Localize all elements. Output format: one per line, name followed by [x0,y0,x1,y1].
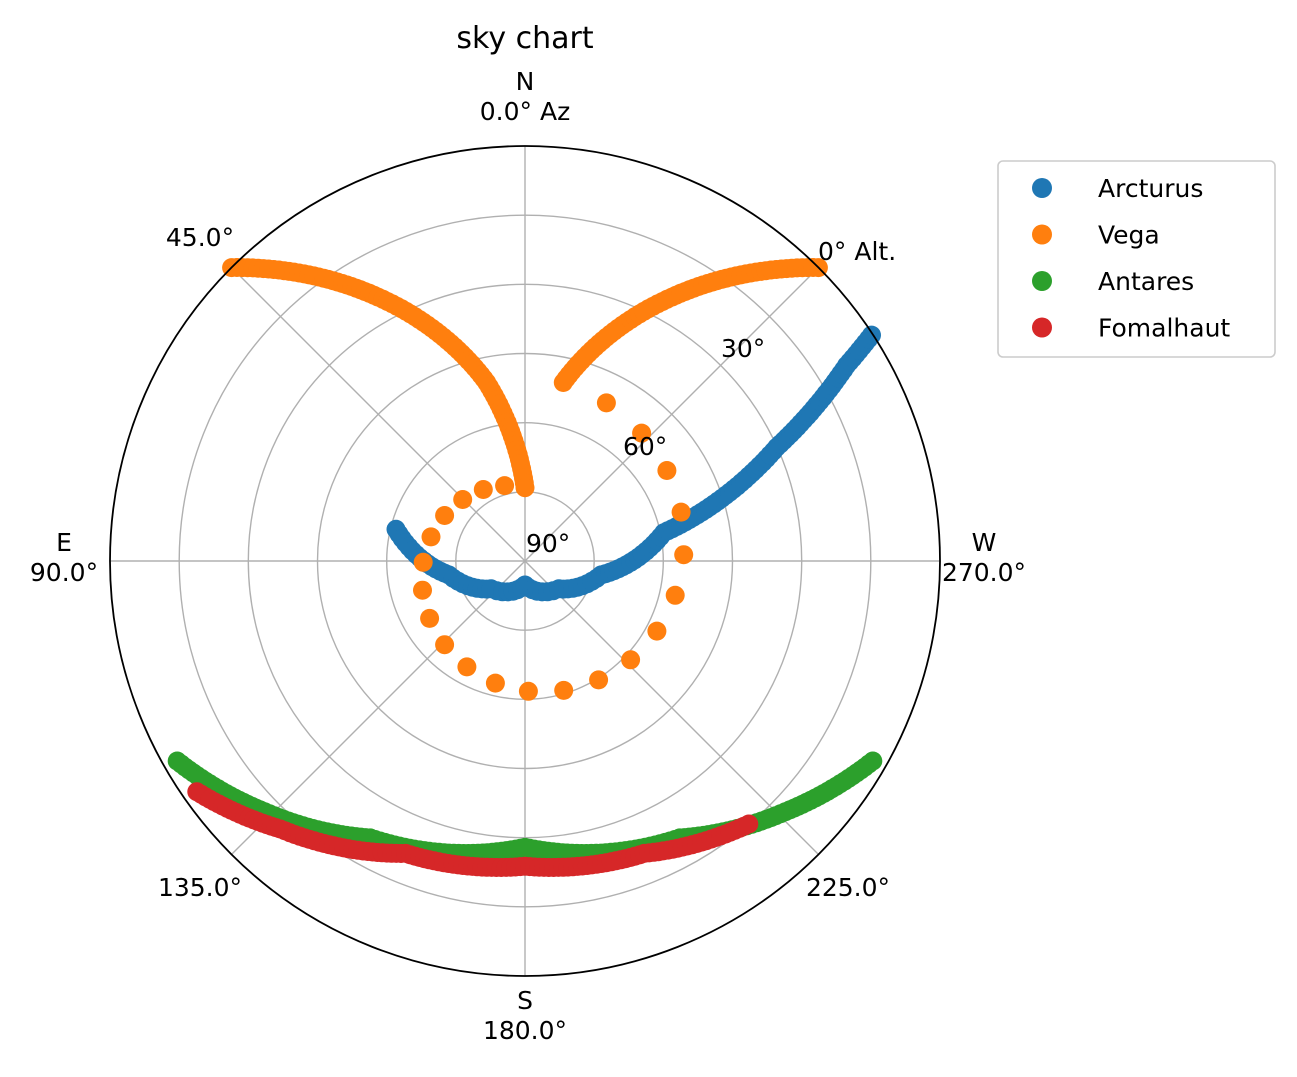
legend-marker-arcturus [1032,178,1052,198]
vega-point-96 [621,650,641,670]
plot-boundary [109,145,941,977]
altitude-tick-label-0: 0° Alt. [818,237,896,266]
tick-labels: N 0.0° Az 45.0° E 90.0° 135.0° S 180.0° 225.0° W 2… [30,67,1026,1045]
legend-marker-antares [1032,271,1052,291]
theta-tick-label-180: S 180.0° [483,986,567,1045]
azimuth-gridline-225 [524,560,819,855]
vega-point-92 [485,673,505,693]
vega-point-88 [413,580,432,600]
theta-tick-label-90: E 90.0° [30,528,98,587]
theta-tick-label-0: N 0.0° Az [480,67,570,126]
vega-point-84 [453,490,473,509]
fomalhaut-point-117 [739,814,759,834]
theta-tick-line: 225.0° [806,873,890,902]
vega-point-99 [674,545,694,565]
vega-point-81 [515,478,535,498]
vega-point-82 [495,476,515,496]
azimuth-gridline-315 [524,267,819,562]
series-layer [167,258,883,877]
vega-point-100 [671,502,691,522]
vega-point-101 [657,461,677,480]
legend: Arcturus Vega Antares Fomalhaut [997,160,1276,358]
theta-tick-label-45: 45.0° [166,223,234,252]
theta-tick-line: S [517,986,533,1015]
vega-point-94 [554,680,574,700]
theta-tick-line: 90.0° [30,558,98,587]
legend-marker-fomalhaut [1032,317,1052,338]
vega-point-86 [421,527,441,547]
altitude-tick-label-60: 60° [623,432,667,461]
altitude-tick-label-30: 30° [721,334,765,363]
vega-point-95 [589,670,609,690]
vega-point-102 [632,423,652,443]
vega-point-89 [420,608,440,628]
legend-marker-vega [1032,224,1052,245]
altitude-tick-label-90: 90° [526,529,570,558]
vega-point-97 [647,621,667,641]
vega-point-98 [665,585,685,605]
series-fomalhaut [187,782,759,877]
vega-point-90 [435,635,455,655]
legend-label-arcturus: Arcturus [1098,174,1203,203]
vega-point-91 [457,657,477,677]
series-arcturus [386,325,881,602]
azimuth-gridline-135 [231,560,526,855]
vega-point-103 [596,393,616,413]
theta-tick-line: 135.0° [158,873,242,902]
theta-tick-line: N [516,67,535,96]
vega-point-87 [413,552,433,572]
theta-tick-line: W [972,528,997,557]
legend-label-vega: Vega [1098,221,1160,250]
theta-tick-line: 0.0° Az [480,97,570,126]
theta-tick-label-270: W 270.0° [942,528,1026,587]
vega-point-85 [435,506,455,525]
legend-frame [997,160,1276,358]
theta-tick-line: 180.0° [483,1016,567,1045]
legend-label-antares: Antares [1098,267,1194,296]
theta-tick-label-225: 225.0° [806,873,890,902]
legend-label-fomalhaut: Fomalhaut [1098,314,1230,343]
theta-tick-label-135: 135.0° [158,873,242,902]
vega-point-93 [518,681,538,701]
antares-point-150 [863,751,883,771]
theta-tick-line: 270.0° [942,558,1026,587]
theta-tick-line: E [56,528,72,557]
theta-tick-line: 45.0° [166,223,234,252]
series-vega [222,258,828,701]
vega-point-83 [473,480,493,499]
azimuth-gridline-45 [231,267,526,562]
chart-title: sky chart [456,21,593,56]
